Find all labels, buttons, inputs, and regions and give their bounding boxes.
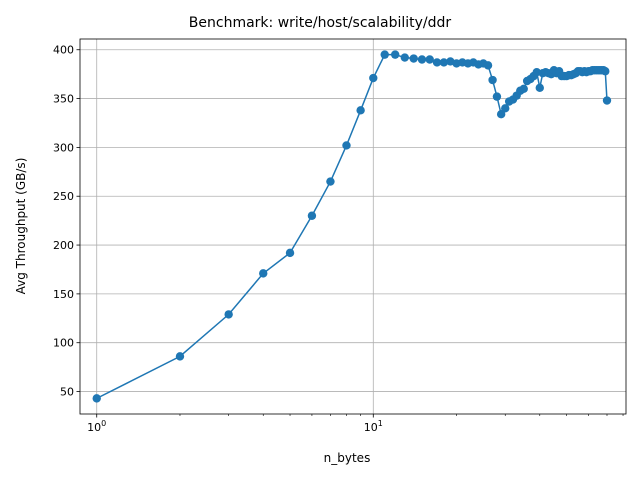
data-point (307, 211, 317, 220)
data-point (409, 54, 418, 63)
data-point (356, 106, 365, 115)
data-point (224, 310, 233, 319)
y-tick-label: 50 (60, 386, 74, 399)
data-point (425, 55, 434, 64)
y-axis-label: Avg Throughput (GB/s) (14, 158, 28, 295)
y-tick-label: 250 (53, 190, 74, 203)
data-point (380, 50, 389, 59)
x-axis-label: n_bytes (324, 451, 371, 465)
series-group (92, 50, 612, 403)
data-point (369, 73, 378, 83)
data-point (400, 53, 409, 62)
y-tick-label: 100 (53, 337, 74, 350)
data-point (483, 61, 493, 70)
data-point (488, 75, 497, 85)
y-tick-label: 300 (53, 141, 74, 154)
plot-frame (79, 38, 627, 415)
data-point (496, 110, 506, 119)
data-point (417, 55, 427, 64)
data-point (259, 269, 268, 278)
y-ticks: 50 100 150 200 250 300 350 400 (53, 44, 80, 399)
data-point (602, 96, 612, 105)
data-point (432, 58, 442, 67)
data-point (439, 58, 449, 67)
data-point (342, 141, 351, 150)
grid (80, 39, 626, 414)
data-point (535, 83, 544, 93)
data-point (326, 177, 335, 186)
data-point (285, 248, 295, 258)
data-point (601, 67, 610, 76)
data-point (390, 50, 400, 59)
y-tick-label: 200 (53, 239, 74, 252)
x-ticks: 100 101 (87, 414, 383, 434)
data-point (175, 352, 185, 361)
y-tick-label: 350 (53, 93, 74, 106)
y-tick-label: 150 (53, 288, 74, 301)
data-point (501, 104, 510, 113)
x-tick-label: 101 (364, 419, 383, 434)
chart-title: Benchmark: write/host/scalability/ddr (189, 15, 452, 31)
data-point (92, 394, 101, 403)
data-point (519, 84, 528, 94)
y-tick-label: 400 (53, 44, 74, 57)
x-tick-label: 100 (87, 419, 106, 434)
data-point (492, 92, 502, 101)
series-line (96, 53, 608, 400)
